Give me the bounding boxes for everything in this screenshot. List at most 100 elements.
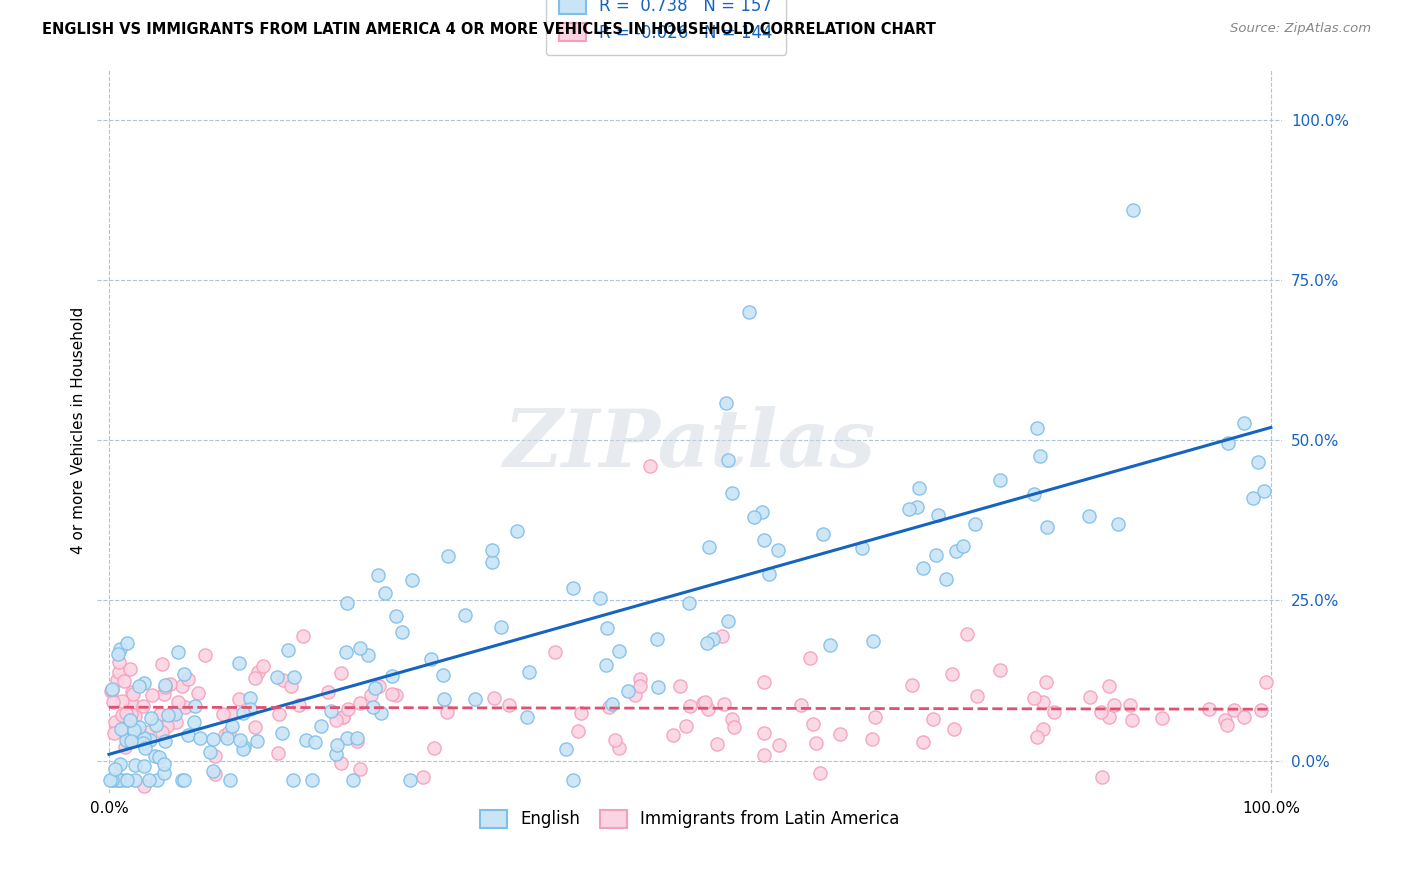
Point [370,706,392,721]
Point [103,695,125,709]
Point [122,699,145,714]
Point [851,541,873,555]
Point [105,772,128,787]
Point [246,734,269,748]
Point [112,674,135,689]
Point [150,657,173,671]
Point [464,692,486,706]
Point [201,764,224,778]
Point [198,745,221,759]
Point [128,720,150,734]
Point [758,566,780,581]
Point [120,706,142,721]
Point [280,679,302,693]
Point [153,680,176,694]
Point [647,680,669,694]
Point [139,733,162,747]
Point [153,766,176,780]
Point [100,684,122,698]
Point [152,687,174,701]
Point [277,643,299,657]
Point [170,772,193,787]
Point [862,634,884,648]
Point [132,699,155,714]
Point [799,651,821,665]
Point [332,710,354,724]
Point [176,728,198,742]
Point [135,724,157,739]
Point [219,706,242,721]
Point [115,636,138,650]
Point [283,772,305,787]
Point [1091,770,1114,784]
Point [346,731,368,745]
Point [153,756,176,771]
Point [595,658,617,673]
Point [555,742,578,756]
Point [107,665,129,680]
Point [228,657,250,671]
Point [738,305,761,319]
Point [412,770,434,784]
Point [562,772,585,787]
Point [124,758,146,772]
Point [115,733,138,747]
Point [616,683,638,698]
Point [155,733,177,747]
Point [1218,436,1240,450]
Point [157,708,180,723]
Point [134,731,156,745]
Point [101,772,124,787]
Point [381,687,404,701]
Point [1119,698,1142,713]
Point [159,676,181,690]
Point [243,720,266,734]
Point [1028,449,1050,463]
Point [132,759,155,773]
Point [173,772,195,787]
Point [114,740,136,755]
Point [218,725,240,739]
Point [98,772,121,787]
Point [607,644,630,658]
Point [1097,710,1119,724]
Point [124,772,146,787]
Point [138,772,160,787]
Point [288,698,311,712]
Point [1032,723,1054,737]
Point [283,670,305,684]
Point [108,756,131,771]
Point [107,647,129,661]
Point [1121,714,1143,728]
Point [247,665,270,679]
Point [721,712,744,726]
Point [110,772,132,787]
Point [121,687,143,701]
Point [562,581,585,595]
Point [173,667,195,681]
Point [165,715,187,730]
Point [121,685,143,699]
Point [603,733,626,747]
Point [912,560,935,574]
Point [101,682,124,697]
Point [675,718,697,732]
Point [706,737,728,751]
Point [697,540,720,554]
Point [335,731,357,745]
Point [100,681,122,696]
Point [103,726,125,740]
Point [988,663,1011,677]
Point [108,655,131,669]
Point [927,508,949,523]
Point [346,734,368,748]
Point [239,701,262,715]
Point [120,713,142,727]
Point [228,733,250,747]
Point [132,736,155,750]
Point [364,681,387,695]
Point [813,526,835,541]
Point [498,698,520,713]
Point [332,709,354,723]
Point [271,726,294,740]
